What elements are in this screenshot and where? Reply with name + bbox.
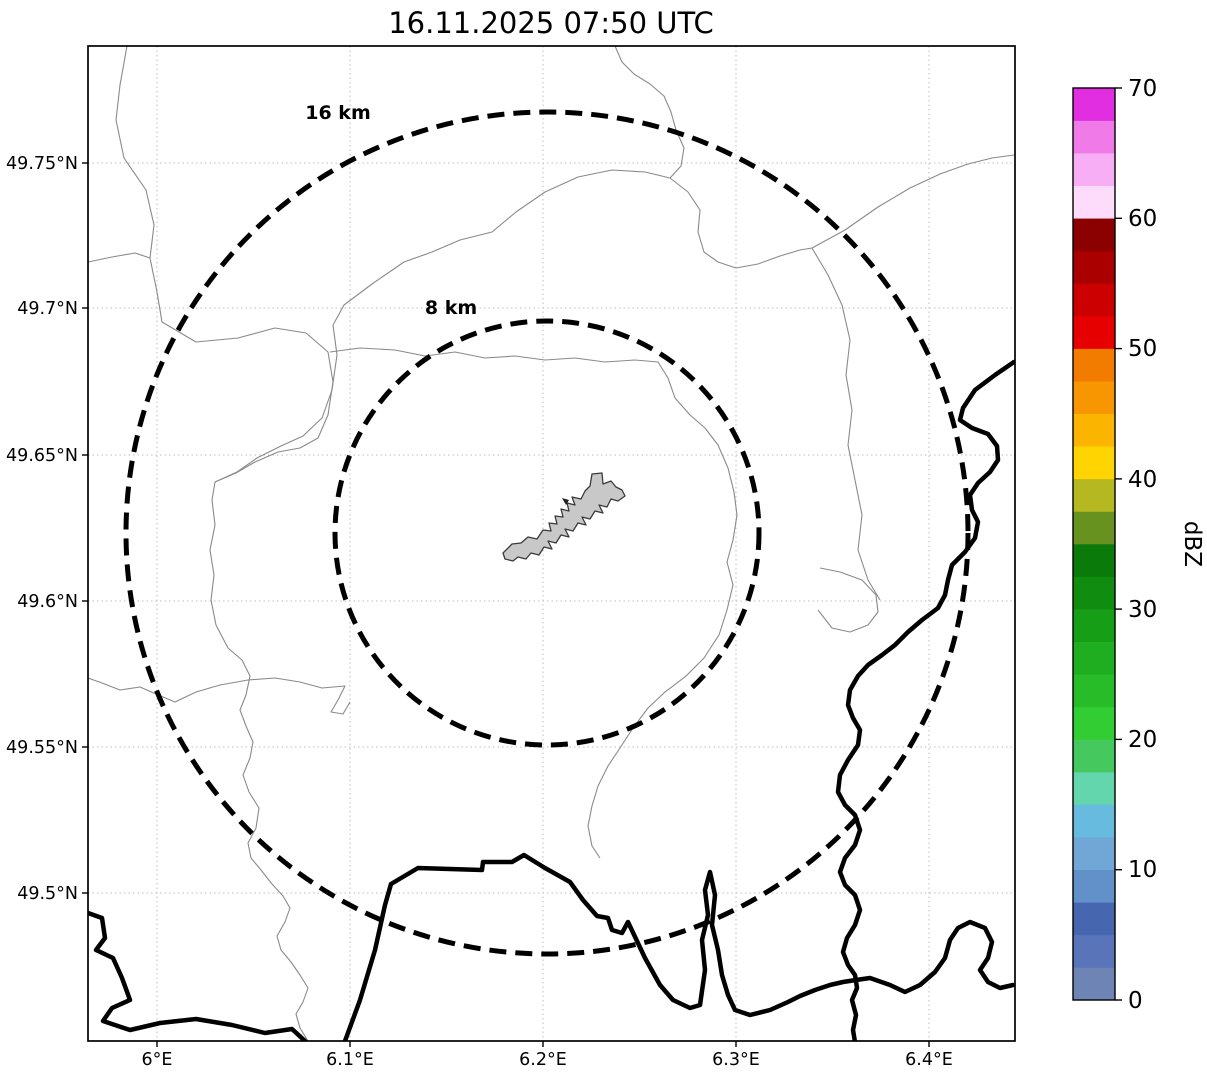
colorbar-segment [1073, 901, 1115, 936]
admin-border-path [811, 247, 881, 601]
admin-border-path [88, 677, 351, 715]
admin-border-path [115, 46, 334, 483]
map-background [88, 46, 1015, 1041]
colorbar-segment [1073, 283, 1115, 317]
y-tick-label: 49.55°N [6, 738, 78, 758]
country-borders [88, 359, 1015, 1041]
admin-borders [88, 46, 1015, 1041]
colorbar-outline [1072, 87, 1116, 1001]
colorbar-segment [1073, 739, 1115, 773]
x-axis-labels: 6°E 6.1°E 6.2°E 6.3°E 6.4°E [142, 1050, 953, 1070]
colorbar-tick-label: 0 [1128, 988, 1143, 1014]
x-tick-label: 6.3°E [712, 1050, 760, 1070]
country-border-path-east [835, 359, 1015, 1041]
colorbar-segment [1073, 706, 1115, 740]
admin-border-path [669, 177, 813, 269]
admin-border-path [329, 347, 738, 859]
colorbar-segment [1073, 250, 1115, 284]
colorbar-segment [1073, 217, 1115, 252]
admin-border-path [214, 169, 671, 483]
range-ring-inner-label: 8 km [425, 297, 477, 319]
colorbar-segment [1073, 315, 1115, 349]
y-tick-label: 49.7°N [17, 299, 78, 319]
colorbar-segment [1073, 576, 1115, 610]
y-tick-label: 49.6°N [17, 592, 78, 612]
colorbar-segment [1073, 836, 1115, 871]
country-border-path-south-east [342, 852, 1015, 1041]
x-tick-label: 6°E [142, 1050, 173, 1070]
colorbar: 70 60 50 40 30 20 10 0 dBZ [1072, 76, 1205, 1014]
colorbar-segment [1073, 152, 1115, 187]
colorbar-segment [1073, 445, 1115, 480]
colorbar-segment [1073, 641, 1115, 675]
colorbar-tick-label: 40 [1128, 467, 1157, 493]
colorbar-segment [1073, 543, 1115, 577]
colorbar-tick-labels: 70 60 50 40 30 20 10 0 [1128, 76, 1157, 1014]
y-tick-label: 49.75°N [6, 154, 78, 174]
colorbar-tick-label: 50 [1128, 336, 1157, 362]
admin-border-path [614, 46, 685, 179]
admin-border-path [88, 252, 151, 263]
colorbar-tick-label: 30 [1128, 597, 1157, 623]
range-ring-outer-label: 16 km [305, 102, 371, 124]
radar-echo-dark-spot [562, 498, 569, 505]
colorbar-segment [1073, 967, 1115, 1001]
colorbar-tick-label: 70 [1128, 76, 1157, 102]
admin-border-path [817, 567, 879, 633]
country-border-path-south-west [88, 910, 308, 1041]
colorbar-segment [1073, 608, 1115, 643]
colorbar-segment [1073, 511, 1115, 545]
colorbar-tick-label: 10 [1128, 857, 1157, 883]
admin-border-path [811, 154, 1015, 249]
colorbar-segment [1073, 804, 1115, 838]
range-ring-inner [332, 318, 762, 748]
map-frame [87, 45, 1016, 1042]
colorbar-segment [1073, 934, 1115, 968]
y-tick-label: 49.65°N [6, 446, 78, 466]
radar-echo-polygon [502, 472, 626, 562]
x-tick-label: 6.2°E [519, 1050, 567, 1070]
colorbar-ticks [1115, 87, 1122, 1001]
y-tick-label: 49.5°N [17, 884, 78, 904]
colorbar-tick-label: 20 [1128, 727, 1157, 753]
colorbar-segment [1073, 478, 1115, 512]
colorbar-segment [1073, 673, 1115, 708]
colorbar-segment [1073, 87, 1115, 121]
colorbar-segment [1073, 120, 1115, 154]
colorbar-tick-label: 60 [1128, 206, 1157, 232]
plot-title: 16.11.2025 07:50 UTC [388, 6, 714, 40]
colorbar-label: dBZ [1179, 521, 1205, 567]
axis-ticks [82, 162, 930, 1047]
colorbar-segments [1073, 87, 1115, 1001]
admin-border-path [209, 481, 309, 1041]
colorbar-segment [1073, 413, 1115, 447]
y-axis-labels: 49.75°N 49.7°N 49.65°N 49.6°N 49.55°N 49… [6, 154, 78, 904]
colorbar-segment [1073, 771, 1115, 805]
map-content [88, 46, 1015, 1041]
colorbar-segment [1073, 869, 1115, 903]
x-tick-label: 6.4°E [905, 1050, 953, 1070]
range-ring-outer [123, 109, 971, 957]
colorbar-segment [1073, 348, 1115, 382]
colorbar-segment [1073, 185, 1115, 219]
colorbar-segment [1073, 380, 1115, 415]
x-tick-label: 6.1°E [326, 1050, 374, 1070]
